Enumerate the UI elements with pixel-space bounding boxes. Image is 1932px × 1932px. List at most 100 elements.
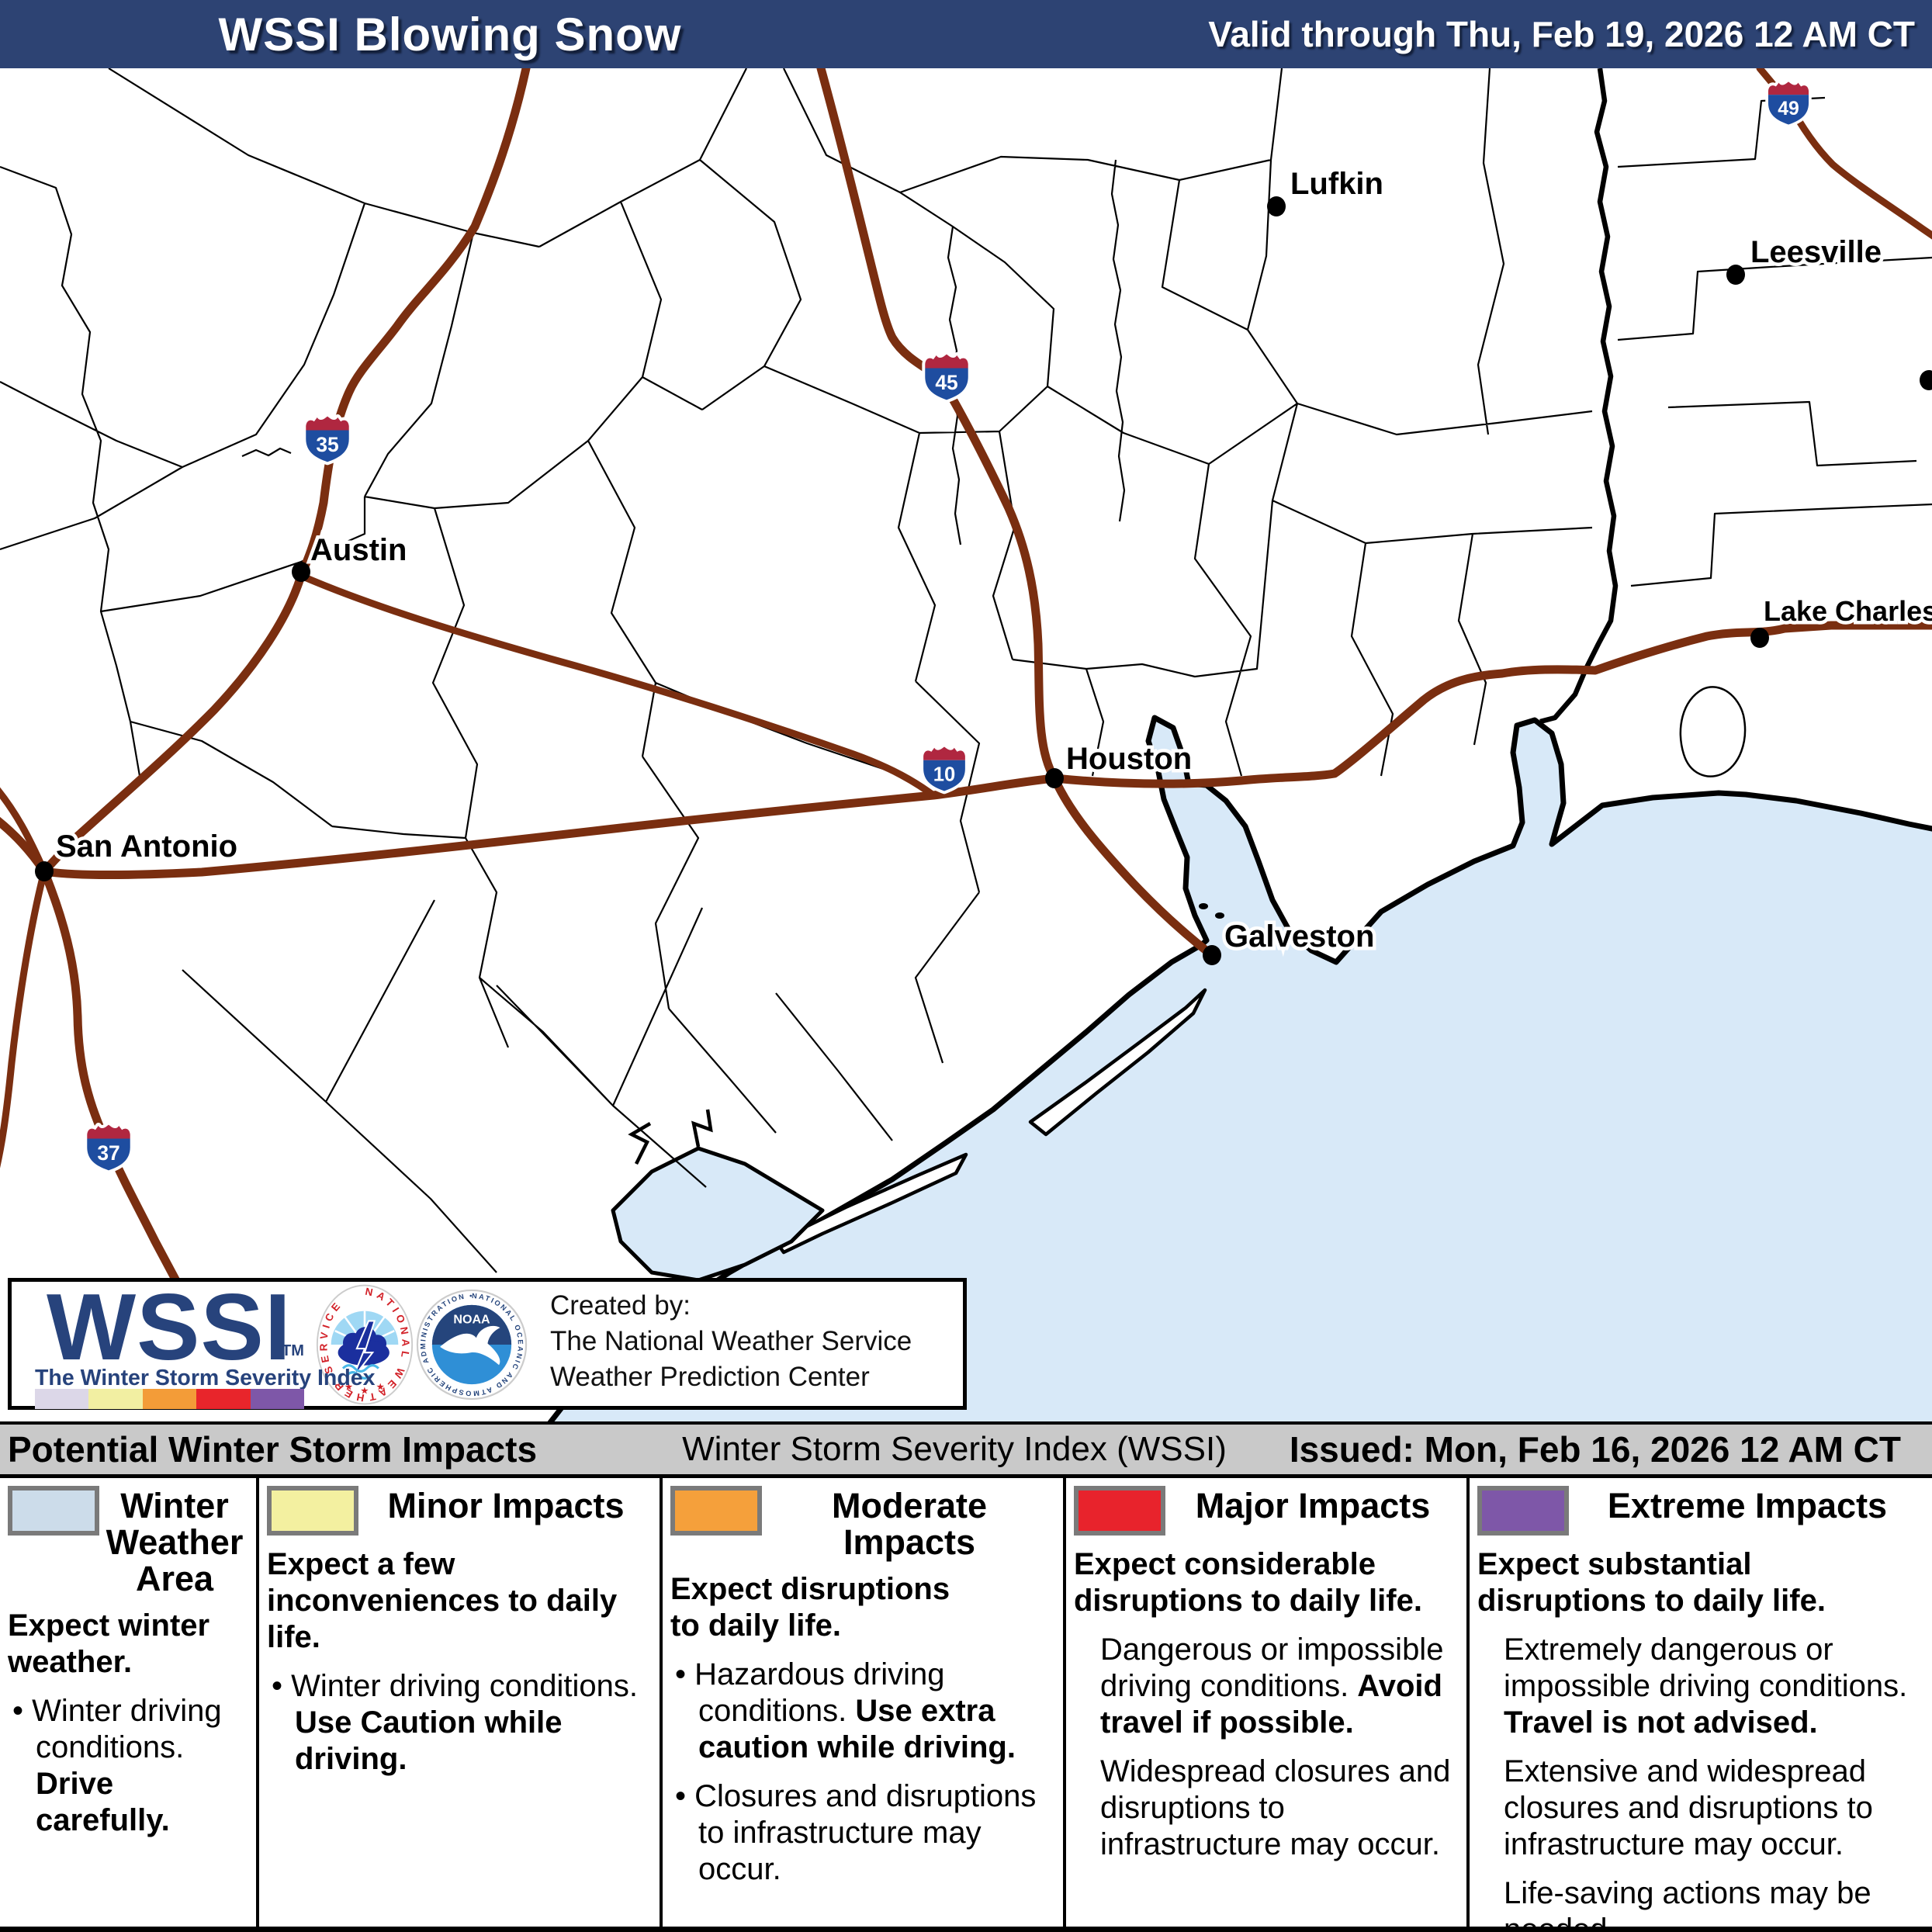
logo-credit-box: WSSI TM The Winter Storm Severity Index …	[8, 1274, 967, 1410]
legend-body: Extremely dangerous or impossible drivin…	[1477, 1632, 1926, 1932]
legend-heading: Winter Weather Area	[106, 1486, 244, 1598]
legend-paragraph: Life-saving actions may be needed.	[1504, 1876, 1871, 1932]
legend-intro: Expect a few inconveniences to daily lif…	[267, 1547, 618, 1654]
colorbar-cell	[35, 1389, 89, 1409]
legend-body: • Winter driving conditions. Use Caution…	[267, 1668, 653, 1778]
city-lake-charles: Lake Charles	[1750, 592, 1932, 648]
legend-intro: Expect considerable disruptions to daily…	[1074, 1547, 1422, 1618]
interstate-10-road	[0, 621, 1932, 880]
calcasieu-lake	[1679, 686, 1747, 777]
legend-paragraph: • Winter driving conditions. Drive caref…	[12, 1694, 222, 1837]
interstate-37-shield-icon: 37	[84, 1121, 133, 1174]
legend-body: Dangerous or impossible driving conditio…	[1074, 1632, 1460, 1863]
city-dot	[1750, 628, 1769, 648]
city-austin: Austin	[292, 530, 410, 582]
legend-paragraph: Dangerous or impossible driving conditio…	[1100, 1633, 1444, 1740]
colorbar-cell	[196, 1389, 251, 1409]
edge-city-dot	[1920, 370, 1932, 390]
created-by-credit: Created by: The National Weather Service…	[550, 1290, 912, 1392]
city-dot	[35, 861, 54, 881]
city-label: Austin	[310, 533, 407, 567]
colorbar-cell	[88, 1389, 143, 1409]
cities-and-shields-layer: 35 45 10 37 49 Austin San Antonio Houston Galves…	[35, 78, 1932, 1174]
city-lufkin: Lufkin	[1267, 164, 1387, 216]
major-impacts-swatch	[1074, 1486, 1165, 1536]
legend-col-major-impacts: Major Impacts Expect considerable disrup…	[1066, 1478, 1466, 1932]
legend-heading: Moderate Impacts	[831, 1486, 988, 1562]
highway-nw-road	[0, 787, 48, 875]
legend-paragraph: • Closures and disruptions to infrastruc…	[675, 1779, 1037, 1886]
svg-text:37: 37	[97, 1141, 119, 1165]
legend-divider	[1466, 1478, 1470, 1932]
legend-paragraph: Widespread closures and disruptions to i…	[1100, 1754, 1451, 1861]
legend-intro: Expect winter weather.	[8, 1608, 210, 1679]
legend-heading: Minor Impacts	[387, 1486, 625, 1525]
svg-text:★: ★	[360, 1385, 369, 1397]
city-san-antonio: San Antonio	[35, 826, 241, 881]
svg-text:NOAA: NOAA	[453, 1312, 490, 1326]
legend-paragraph: Extremely dangerous or impossible drivin…	[1504, 1633, 1908, 1740]
page-title: WSSI Blowing Snow	[218, 8, 682, 61]
legend-paragraph: • Hazardous driving conditions. Use extr…	[675, 1657, 1016, 1764]
legend-col-extreme-impacts: Extreme Impacts Expect substantial disru…	[1470, 1478, 1932, 1932]
legend-heading: Extreme Impacts	[1607, 1486, 1888, 1525]
legend-col-moderate-impacts: Moderate Impacts Expect disruptions to d…	[663, 1478, 1063, 1932]
legend-divider	[1063, 1478, 1066, 1932]
legend-body: • Winter driving conditions. Drive caref…	[8, 1693, 250, 1839]
valid-through-text: Valid through Thu, Feb 19, 2026 12 AM CT	[1208, 14, 1915, 54]
legend-intro: Expect disruptions to daily life.	[670, 1572, 950, 1643]
colorbar-cell	[250, 1389, 305, 1409]
wssi-logo: WSSI TM The Winter Storm Severity Index	[12, 1274, 375, 1409]
wssi-brand-text: WSSI	[47, 1274, 292, 1380]
minor-impacts-swatch	[267, 1486, 358, 1536]
gulf-of-mexico-water	[540, 686, 1932, 1439]
city-dot	[1267, 196, 1286, 216]
legend-divider	[660, 1478, 663, 1932]
trademark-symbol: TM	[282, 1342, 304, 1359]
interstate-35-shield-icon: 35	[303, 413, 352, 466]
svg-text:★: ★	[345, 1381, 353, 1393]
legend-divider	[256, 1478, 259, 1932]
galveston-island	[1028, 988, 1207, 1137]
city-label: Leesville	[1750, 235, 1882, 269]
impacts-title-bar: Potential Winter Storm Impacts Winter St…	[0, 1421, 1932, 1478]
winter-weather-swatch	[8, 1486, 99, 1536]
legend-col-winter-weather-area: Winter Weather Area Expect winter weather.…	[0, 1478, 256, 1932]
map-canvas: 35 45 10 37 49 Austin San Antonio Houston Galves…	[0, 64, 1932, 1439]
city-label: Galveston	[1224, 919, 1374, 954]
legend-body: • Hazardous driving conditions. Use extr…	[670, 1657, 1057, 1888]
legend-col-minor-impacts: Minor Impacts Expect a few inconvenience…	[259, 1478, 660, 1932]
city-galveston: Galveston	[1203, 916, 1378, 965]
city-dot	[1045, 768, 1064, 788]
legend-paragraph: Extensive and widespread closures and di…	[1504, 1754, 1873, 1861]
noaa-logo-icon: NATIONAL OCEANIC AND ATMOSPHERIC ADMINIS…	[415, 1288, 528, 1401]
extreme-impacts-swatch	[1477, 1486, 1569, 1536]
matagorda-bays	[611, 1146, 825, 1283]
highway-sw-road	[0, 867, 48, 1169]
city-label: Lake Charles	[1764, 595, 1932, 627]
interstate-49-shield-icon: 49	[1765, 78, 1812, 128]
nws-logo-icon: NATIONAL WEATHER SERVICE ★ ★ ★	[316, 1284, 414, 1405]
interstate-10-shield-icon: 10	[920, 743, 968, 795]
city-label: Lufkin	[1290, 167, 1383, 201]
impact-legend: Winter Weather Area Expect winter weather.…	[0, 1478, 1932, 1932]
city-dot	[292, 562, 310, 582]
wssi-severity-colorbar	[35, 1389, 305, 1409]
state-boundary	[1539, 68, 1619, 725]
svg-text:49: 49	[1778, 99, 1799, 119]
city-label: San Antonio	[56, 829, 237, 864]
gulf-freeway-road	[1050, 774, 1217, 960]
svg-text:10: 10	[933, 764, 955, 786]
us-290-road	[297, 572, 937, 799]
legend-intro: Expect substantial disruptions to daily …	[1477, 1547, 1826, 1618]
svg-text:35: 35	[316, 433, 338, 456]
issued-timestamp: Issued: Mon, Feb 16, 2026 12 AM CT	[1289, 1429, 1901, 1470]
legend-paragraph: • Winter driving conditions. Use Caution…	[272, 1669, 638, 1776]
interstate-45-road	[816, 64, 1059, 783]
city-houston: Houston	[1045, 739, 1196, 788]
moderate-impacts-swatch	[670, 1486, 762, 1536]
wssi-tagline: The Winter Storm Severity Index	[35, 1366, 376, 1390]
city-dot	[1726, 265, 1745, 285]
interstate-45-shield-icon: 45	[922, 351, 971, 403]
